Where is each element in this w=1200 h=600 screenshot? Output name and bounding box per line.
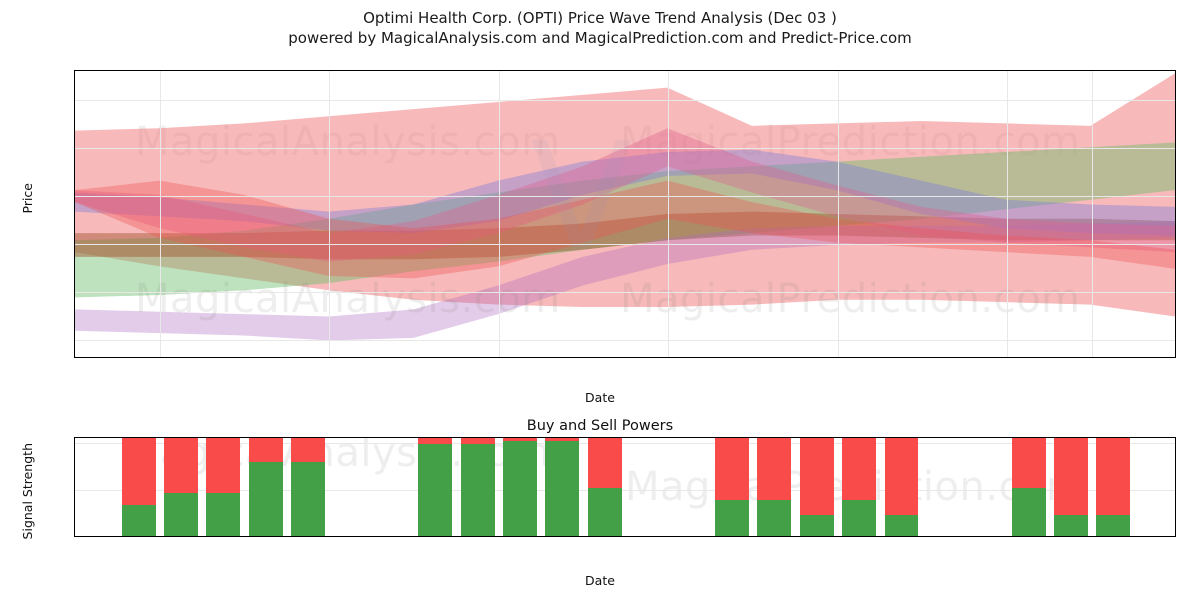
price-gridline-v <box>159 71 161 357</box>
signal-bar[interactable] <box>248 438 283 536</box>
price-gridline-v <box>498 71 500 357</box>
sell-power-segment <box>460 438 495 444</box>
powers-gridline-h <box>75 490 1175 492</box>
price-band <box>75 221 1175 341</box>
price-band <box>75 149 1175 236</box>
sell-power-segment <box>587 438 622 489</box>
buy-power-segment <box>1054 515 1088 536</box>
price-gridline-v <box>668 71 670 357</box>
sell-power-segment <box>799 438 834 516</box>
sell-power-segment <box>1011 438 1046 489</box>
signal-bar[interactable] <box>1054 438 1088 536</box>
sell-power-segment <box>1054 438 1088 516</box>
price-band <box>75 211 1175 260</box>
price-band <box>75 73 1175 317</box>
buy-power-segment <box>460 443 495 536</box>
price-y-axis-label: Price <box>20 183 35 214</box>
price-band <box>75 128 1175 262</box>
price-gridline-v <box>1007 71 1009 357</box>
buy-power-segment <box>587 488 622 536</box>
sell-power-segment <box>545 438 580 441</box>
signal-bar[interactable] <box>715 438 749 536</box>
page-subtitle: powered by MagicalAnalysis.com and Magic… <box>288 29 912 47</box>
sell-power-segment <box>884 438 919 516</box>
signal-bar[interactable] <box>884 438 919 536</box>
powers-gridline-h <box>75 442 1175 444</box>
price-gridline-v <box>1092 71 1094 357</box>
price-gridline-h <box>75 243 1175 245</box>
buy-power-segment <box>1096 515 1131 536</box>
price-gridline-h <box>75 291 1175 293</box>
powers-y-axis-label: Signal Strength <box>20 443 35 540</box>
sell-power-segment <box>164 438 198 494</box>
powers-x-axis-label: Date <box>585 573 615 588</box>
signal-bar[interactable] <box>587 438 622 536</box>
buy-power-segment <box>291 461 326 536</box>
powers-chart-title: Buy and Sell Powers <box>526 418 674 434</box>
buy-power-segment <box>121 504 156 536</box>
signal-bar[interactable] <box>418 438 453 536</box>
sell-power-segment <box>757 438 792 501</box>
signal-bar[interactable] <box>503 438 537 536</box>
buy-power-segment <box>842 500 877 536</box>
buy-power-segment <box>1011 488 1046 536</box>
buy-power-segment <box>503 440 537 536</box>
sell-power-segment <box>503 438 537 441</box>
signal-bar[interactable] <box>799 438 834 536</box>
signal-bar[interactable] <box>1096 438 1131 536</box>
sell-power-segment <box>291 438 326 462</box>
price-gridline-v <box>837 71 839 357</box>
signal-bar[interactable] <box>1011 438 1046 536</box>
signal-bar[interactable] <box>206 438 241 536</box>
buy-power-segment <box>715 500 749 536</box>
price-wave-chart: MagicalAnalysis.com MagicalPrediction.co… <box>74 70 1176 358</box>
buy-power-segment <box>884 515 919 536</box>
price-gridline-h <box>75 195 1175 197</box>
page-title: Optimi Health Corp. (OPTI) Price Wave Tr… <box>363 9 837 27</box>
price-band <box>75 142 1175 298</box>
price-gridline-h <box>75 339 1175 341</box>
buy-sell-powers-chart: MagicalAnalysis.com MagicalPrediction.co… <box>74 437 1176 537</box>
sell-power-segment <box>206 438 241 494</box>
price-gridline-v <box>329 71 331 357</box>
chart-title-block: Optimi Health Corp. (OPTI) Price Wave Tr… <box>0 8 1200 48</box>
sell-power-segment <box>248 438 283 462</box>
sell-power-segment <box>121 438 156 505</box>
price-band <box>75 180 1175 279</box>
price-gridline-h <box>75 99 1175 101</box>
signal-bar[interactable] <box>757 438 792 536</box>
buy-power-segment <box>757 500 792 536</box>
signal-bar[interactable] <box>291 438 326 536</box>
sell-power-segment <box>418 438 453 444</box>
buy-power-segment <box>418 443 453 536</box>
buy-power-segment <box>545 440 580 536</box>
signal-bar[interactable] <box>842 438 877 536</box>
buy-power-segment <box>248 461 283 536</box>
sell-power-segment <box>1096 438 1131 516</box>
signal-bar[interactable] <box>121 438 156 536</box>
sell-power-segment <box>715 438 749 501</box>
buy-power-segment <box>164 493 198 536</box>
signal-bar[interactable] <box>460 438 495 536</box>
sell-power-segment <box>842 438 877 501</box>
signal-bar[interactable] <box>545 438 580 536</box>
buy-power-segment <box>206 493 241 536</box>
buy-power-segment <box>799 515 834 536</box>
signal-bar[interactable] <box>164 438 198 536</box>
price-band-area <box>75 73 1175 341</box>
price-x-axis-label: Date <box>585 390 615 405</box>
price-gridline-h <box>75 147 1175 149</box>
